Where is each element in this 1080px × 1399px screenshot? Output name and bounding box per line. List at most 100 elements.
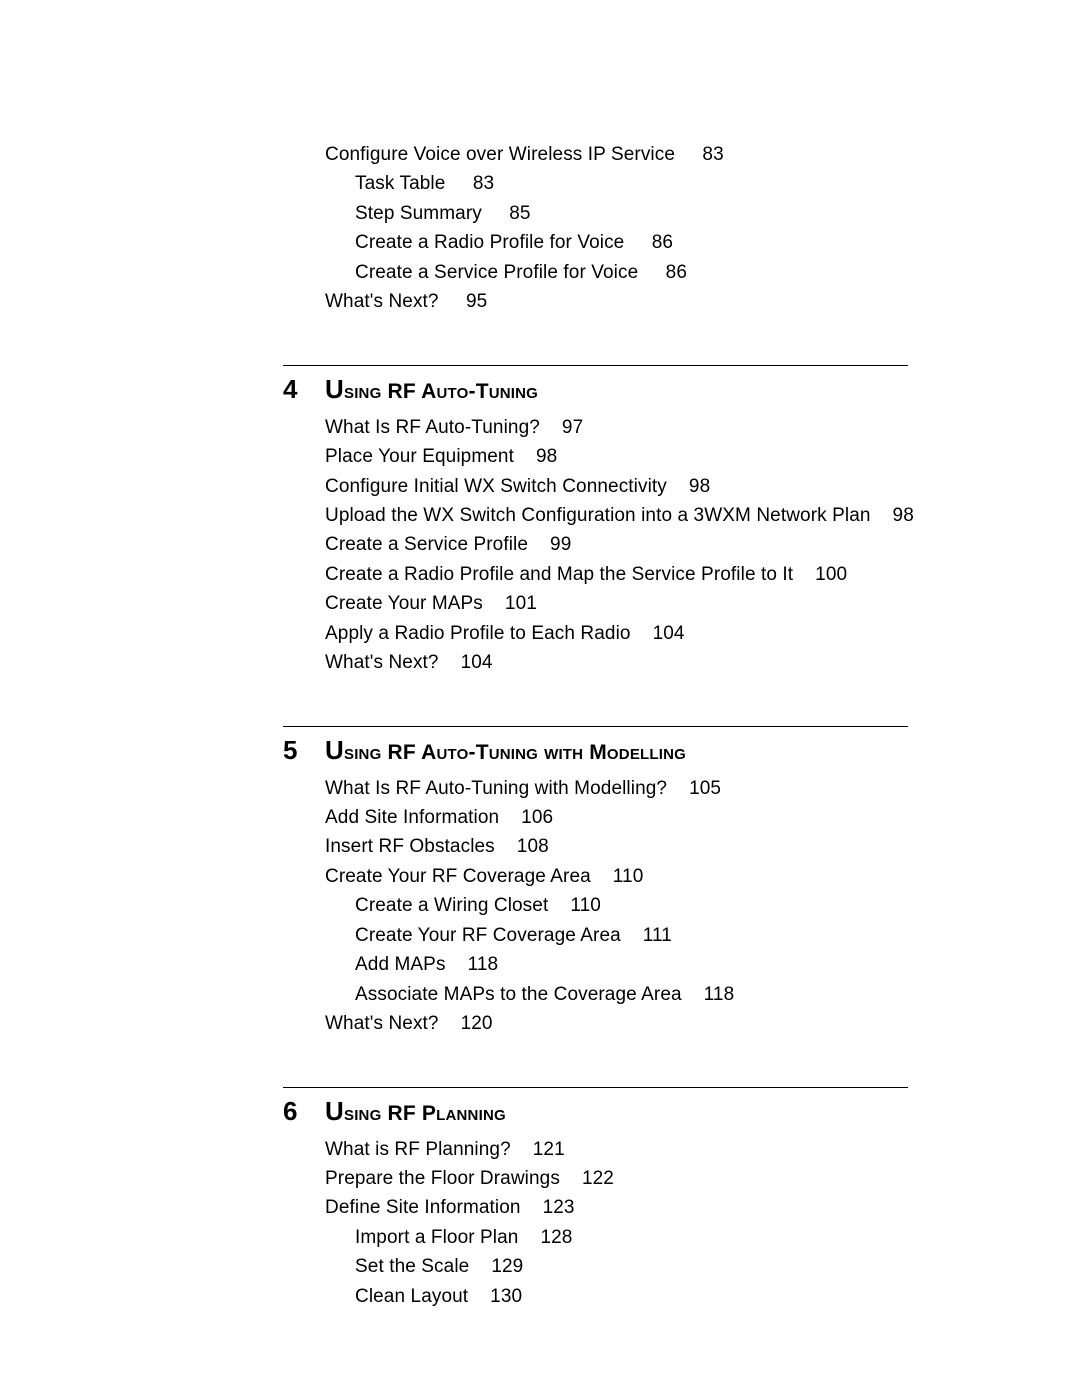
toc-entry-text: Configure Voice over Wireless IP Service	[325, 144, 675, 165]
toc-entry: What's Next? 95	[325, 287, 950, 316]
toc-entry-page: 97	[562, 417, 583, 438]
toc-entry-page: 100	[815, 564, 847, 585]
chapter-entries: What Is RF Auto-Tuning? 97 Place Your Equ…	[325, 413, 950, 678]
chapter-title: Using RF Auto-Tuning with Modelling	[325, 735, 686, 766]
toc-entry-page: 129	[491, 1256, 523, 1277]
toc-entry-page: 110	[613, 866, 644, 887]
toc-entry: Configure Voice over Wireless IP Service…	[325, 140, 950, 169]
toc-entry: Associate MAPs to the Coverage Area 118	[325, 980, 950, 1009]
toc-entry-text: Add MAPs	[355, 954, 446, 975]
chapter-number: 6	[283, 1096, 325, 1127]
toc-entry: Step Summary 85	[325, 199, 950, 228]
toc-entry: Apply a Radio Profile to Each Radio 104	[325, 619, 950, 648]
toc-entry-page: 130	[490, 1286, 522, 1307]
toc-entry-text: Create a Radio Profile and Map the Servi…	[325, 564, 793, 585]
toc-entry-text: Place Your Equipment	[325, 446, 514, 467]
toc-entry-text: What Is RF Auto-Tuning with Modelling?	[325, 778, 667, 799]
toc-entry-text: Create a Radio Profile for Voice	[355, 232, 624, 253]
toc-entry-text: Insert RF Obstacles	[325, 836, 495, 857]
toc-entry-text: What's Next?	[325, 652, 439, 673]
toc-entry-page: 120	[461, 1013, 493, 1034]
chapter-number: 4	[283, 374, 325, 405]
toc-entry-text: Create a Service Profile for Voice	[355, 262, 638, 283]
toc-entry: Create a Radio Profile and Map the Servi…	[325, 560, 950, 589]
toc-entry: Place Your Equipment 98	[325, 442, 950, 471]
toc-entry-page: 118	[704, 984, 735, 1005]
toc-entry: What's Next? 104	[325, 648, 950, 677]
chapter-title: Using RF Auto-Tuning	[325, 374, 538, 405]
toc-entry-page: 108	[517, 836, 549, 857]
toc-continuation-block: Configure Voice over Wireless IP Service…	[325, 140, 950, 317]
toc-entry: Create a Service Profile 99	[325, 530, 950, 559]
toc-entry-text: Step Summary	[355, 203, 482, 224]
chapter-title: Using RF Planning	[325, 1096, 506, 1127]
toc-entry-text: Upload the WX Switch Configuration into …	[325, 505, 871, 526]
toc-entry-page: 98	[893, 505, 914, 526]
toc-entry: Create a Service Profile for Voice 86	[325, 258, 950, 287]
toc-entry-text: Create Your RF Coverage Area	[355, 925, 621, 946]
toc-entry-text: What Is RF Auto-Tuning?	[325, 417, 540, 438]
toc-entry: Add Site Information 106	[325, 803, 950, 832]
chapter-number: 5	[283, 735, 325, 766]
toc-entry-text: Apply a Radio Profile to Each Radio	[325, 623, 631, 644]
toc-entry-page: 118	[468, 954, 499, 975]
toc-entry: Task Table 83	[325, 169, 950, 198]
toc-entry-text: Create Your MAPs	[325, 593, 483, 614]
toc-entry-text: Import a Floor Plan	[355, 1227, 518, 1248]
toc-entry-page: 106	[521, 807, 553, 828]
toc-entry-page: 122	[582, 1168, 614, 1189]
toc-entry-page: 105	[689, 778, 721, 799]
toc-entry: What's Next? 120	[325, 1009, 950, 1038]
toc-entry-text: Configure Initial WX Switch Connectivity	[325, 476, 667, 497]
toc-entry: Set the Scale 129	[325, 1252, 950, 1281]
toc-entry-page: 83	[473, 173, 494, 194]
toc-entry-page: 85	[509, 203, 530, 224]
toc-entry-page: 98	[689, 476, 710, 497]
toc-entry-page: 128	[540, 1227, 572, 1248]
chapter-entries: What Is RF Auto-Tuning with Modelling? 10…	[325, 774, 950, 1039]
toc-entry-text: Clean Layout	[355, 1286, 468, 1307]
toc-entry-page: 121	[533, 1139, 565, 1160]
toc-entry: Add MAPs 118	[325, 950, 950, 979]
toc-entry: Insert RF Obstacles 108	[325, 832, 950, 861]
chapter-entries: What is RF Planning? 121 Prepare the Floo…	[325, 1135, 950, 1312]
toc-entry: What Is RF Auto-Tuning with Modelling? 10…	[325, 774, 950, 803]
toc-entry-page: 83	[702, 144, 723, 165]
toc-entry-text: What is RF Planning?	[325, 1139, 511, 1160]
toc-entry-page: 104	[653, 623, 685, 644]
chapter-heading: 4 Using RF Auto-Tuning	[283, 365, 908, 405]
toc-entry-text: Add Site Information	[325, 807, 499, 828]
toc-entry-page: 123	[543, 1197, 575, 1218]
toc-entry: Import a Floor Plan 128	[325, 1223, 950, 1252]
toc-entry: Define Site Information 123	[325, 1193, 950, 1222]
chapter-heading: 6 Using RF Planning	[283, 1087, 908, 1127]
toc-entry-page: 98	[536, 446, 557, 467]
toc-entry-page: 104	[461, 652, 493, 673]
toc-entry-page: 86	[652, 232, 673, 253]
toc-entry-page: 86	[666, 262, 687, 283]
toc-entry-page: 110	[570, 895, 601, 916]
chapter-heading: 5 Using RF Auto-Tuning with Modelling	[283, 726, 908, 766]
toc-entry-text: Create a Service Profile	[325, 534, 528, 555]
toc-entry: What Is RF Auto-Tuning? 97	[325, 413, 950, 442]
toc-entry: Create Your RF Coverage Area 111	[325, 921, 950, 950]
toc-entry-text: Prepare the Floor Drawings	[325, 1168, 560, 1189]
toc-entry: Create a Wiring Closet 110	[325, 891, 950, 920]
toc-entry-text: Task Table	[355, 173, 445, 194]
toc-entry: Prepare the Floor Drawings 122	[325, 1164, 950, 1193]
toc-entry-page: 101	[505, 593, 537, 614]
toc-entry-text: What's Next?	[325, 291, 439, 312]
toc-entry-text: Associate MAPs to the Coverage Area	[355, 984, 682, 1005]
toc-entry: Create Your RF Coverage Area 110	[325, 862, 950, 891]
toc-entry-text: What's Next?	[325, 1013, 439, 1034]
toc-entry: Create Your MAPs 101	[325, 589, 950, 618]
toc-entry: What is RF Planning? 121	[325, 1135, 950, 1164]
toc-entry: Upload the WX Switch Configuration into …	[325, 501, 950, 530]
toc-entry-text: Set the Scale	[355, 1256, 469, 1277]
toc-entry-text: Define Site Information	[325, 1197, 521, 1218]
toc-entry: Create a Radio Profile for Voice 86	[325, 228, 950, 257]
toc-entry-page: 99	[550, 534, 571, 555]
toc-entry-page: 111	[643, 925, 672, 946]
toc-entry-text: Create Your RF Coverage Area	[325, 866, 591, 887]
toc-entry-text: Create a Wiring Closet	[355, 895, 548, 916]
